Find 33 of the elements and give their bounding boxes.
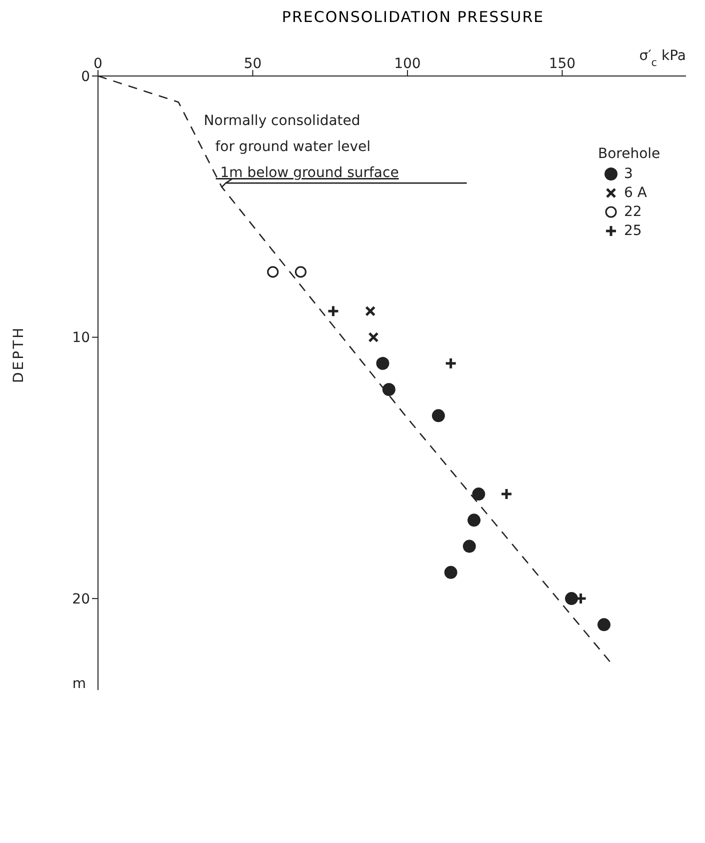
legend-label: 3 <box>624 166 633 182</box>
text: m <box>72 676 86 692</box>
y-tick-label: 0 <box>81 68 90 85</box>
point <box>564 592 578 606</box>
point <box>462 540 476 553</box>
point <box>472 488 486 501</box>
x-tick-label: 150 <box>548 56 576 72</box>
chart-title: PRECONSOLIDATION PRESSURE <box>280 8 546 26</box>
point <box>376 356 390 370</box>
point <box>294 266 307 278</box>
x-tick-label: 0 <box>94 56 102 72</box>
legend-label: 6 A <box>624 185 647 201</box>
point <box>432 409 445 422</box>
legend-label: 25 <box>624 223 642 239</box>
point <box>382 383 396 396</box>
point <box>444 357 458 370</box>
x-tick-label: 100 <box>394 56 421 72</box>
y-tick-label: 20 <box>72 592 90 608</box>
annotation: Normally consolidated for ground water level 1m below ground surface <box>204 113 399 182</box>
point <box>500 488 513 500</box>
legend-label: 22 <box>624 204 642 220</box>
x-axis-title: σ′$_{c}$ kPa <box>639 48 686 69</box>
x-tick-label: 50 <box>244 56 262 72</box>
y-tick-label: 10 <box>72 330 90 346</box>
legend-title: Borehole <box>598 146 662 162</box>
point <box>597 618 610 632</box>
point <box>365 306 376 316</box>
point <box>326 304 340 318</box>
point <box>368 332 379 343</box>
point <box>267 266 279 278</box>
point <box>444 566 458 579</box>
point <box>468 514 481 527</box>
y-axis-title: DEPTH <box>10 326 27 383</box>
